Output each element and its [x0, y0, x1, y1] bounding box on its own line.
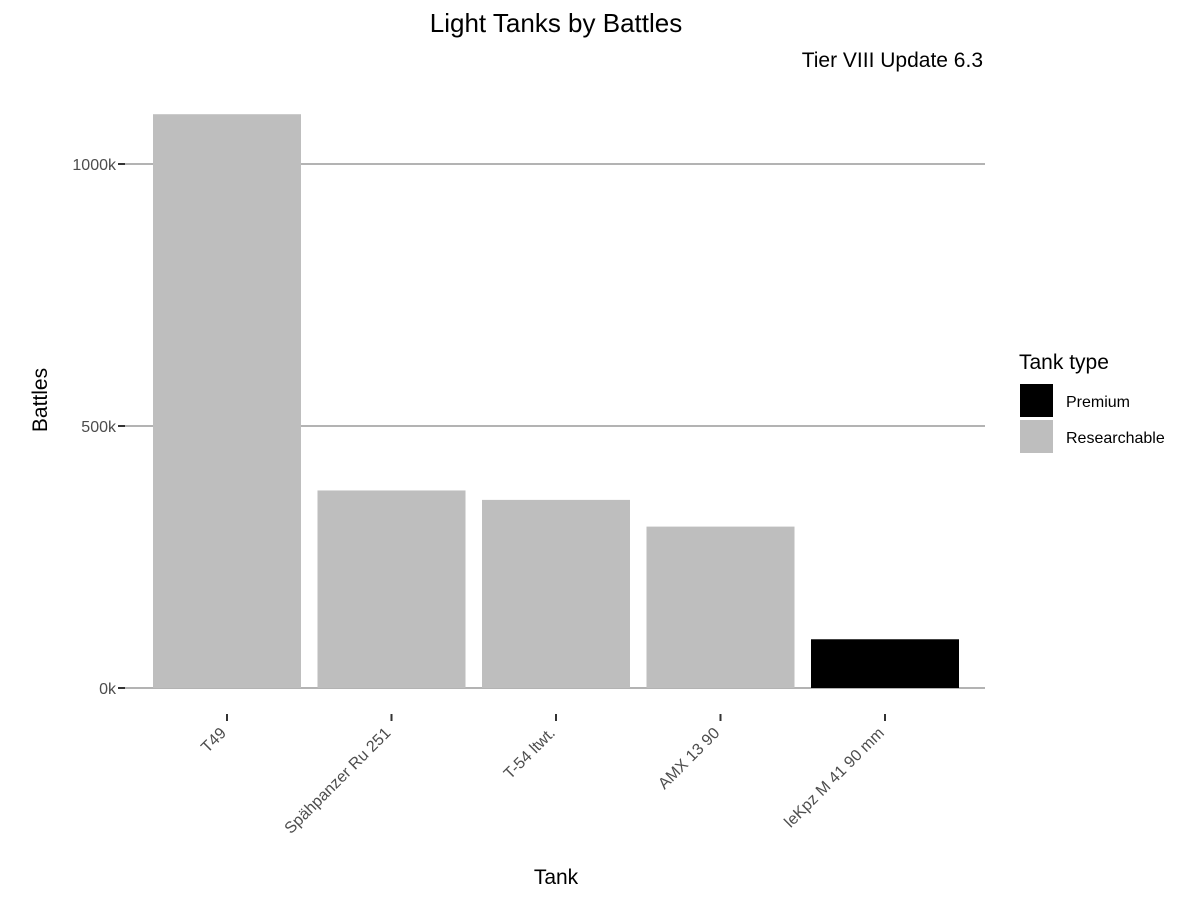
- legend-title: Tank type: [1019, 351, 1109, 374]
- legend-swatch-1: [1020, 420, 1053, 453]
- bar-1: [317, 490, 466, 688]
- bar-4: [811, 639, 959, 688]
- chart-title: Light Tanks by Battles: [430, 8, 682, 38]
- legend-items: Premium Researchable: [1020, 384, 1165, 453]
- legend-label-1: Researchable: [1066, 430, 1165, 447]
- x-tick-label-2: T-54 ltwt.: [501, 725, 559, 783]
- y-axis: 0k 500k 1000k: [72, 157, 125, 698]
- y-tick-label-2: 1000k: [72, 157, 117, 174]
- x-tick-label-3: AMX 13 90: [655, 725, 723, 793]
- x-tick-label-1: Spähpanzer Ru 251: [282, 725, 395, 838]
- x-tick-label-4: leKpz M 41 90 mm: [781, 725, 887, 831]
- y-tick-label-1: 500k: [81, 419, 117, 436]
- bar-0: [153, 114, 301, 689]
- legend-swatch-0: [1020, 384, 1053, 417]
- bar-3: [646, 526, 795, 688]
- y-tick-label-0: 0k: [99, 681, 117, 698]
- y-axis-title: Battles: [29, 368, 52, 432]
- bars: [153, 114, 959, 689]
- x-tick-label-0: T49: [198, 725, 230, 757]
- chart-subtitle: Tier VIII Update 6.3: [802, 49, 983, 72]
- x-axis: T49 Spähpanzer Ru 251 T-54 ltwt. AMX 13 90 l…: [198, 714, 888, 837]
- legend: Tank type Premium Researchable: [1019, 351, 1165, 453]
- legend-label-0: Premium: [1066, 394, 1130, 411]
- bar-2: [482, 499, 630, 688]
- x-axis-title: Tank: [534, 866, 579, 889]
